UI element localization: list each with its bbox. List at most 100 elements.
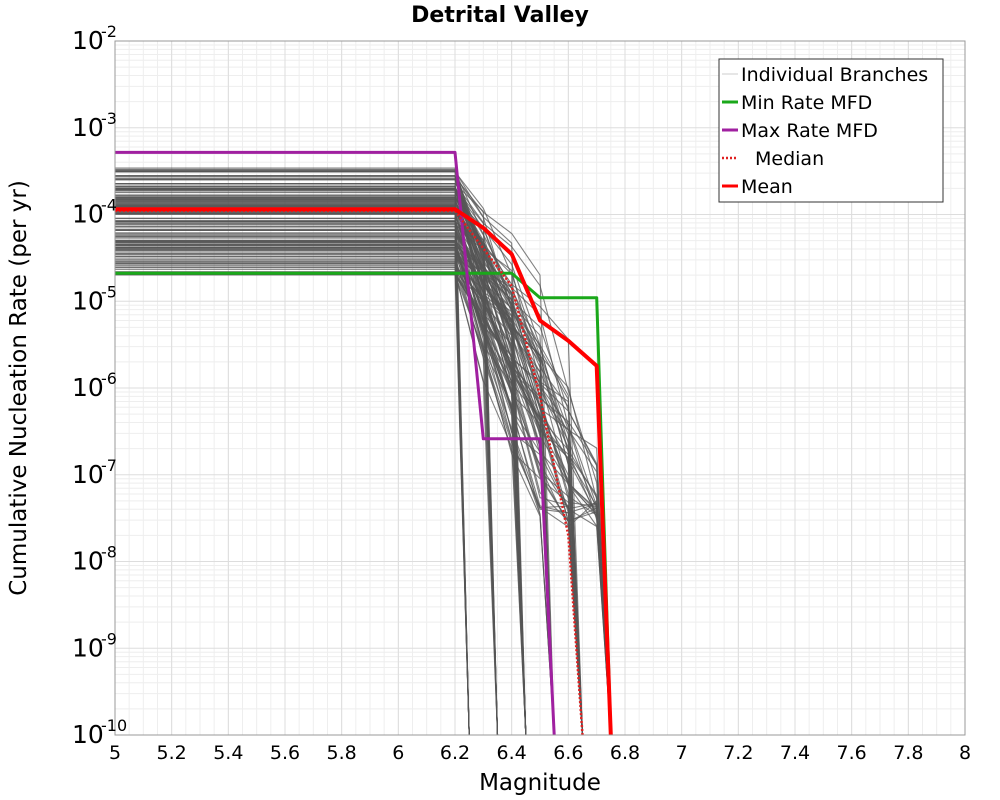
legend-label: Individual Branches (741, 64, 928, 86)
y-tick-label: 10-6 (72, 369, 117, 402)
y-tick-exponent: -4 (101, 196, 117, 215)
branch-line (115, 188, 499, 736)
y-tick-base: 10 (72, 633, 104, 662)
y-tick-label: 10-9 (72, 629, 117, 662)
branch-line (115, 240, 527, 736)
x-tick-label: 5.4 (213, 742, 243, 764)
y-tick-exponent: -10 (101, 716, 127, 735)
y-tick-exponent: -8 (101, 543, 117, 562)
series-max-rate-mfd (115, 150, 556, 736)
branch-line (115, 187, 499, 736)
branch-line (115, 273, 527, 736)
x-tick-label: 5 (109, 742, 121, 764)
series-mean (115, 207, 613, 736)
y-tick-exponent: -7 (101, 456, 117, 475)
y-tick-base: 10 (72, 547, 104, 576)
legend-label: Median (755, 148, 824, 170)
x-tick-label: 7.8 (893, 742, 923, 764)
y-tick-exponent: -3 (101, 109, 117, 128)
branch-line (115, 249, 612, 736)
branch-line (115, 198, 612, 736)
x-tick-label: 5.8 (327, 742, 357, 764)
y-tick-label: 10-5 (72, 282, 117, 315)
branch-line (115, 236, 612, 736)
y-tick-label: 10-4 (72, 196, 117, 229)
x-tick-label: 8 (959, 742, 971, 764)
x-tick-label: 6.6 (553, 742, 583, 764)
legend-label: Mean (741, 176, 793, 198)
x-tick-label: 6.2 (440, 742, 470, 764)
branch-line (115, 273, 527, 736)
y-tick-label: 10-3 (72, 109, 117, 142)
branch-line (115, 262, 499, 736)
branch-line (115, 204, 612, 736)
chart-title: Detrital Valley (411, 3, 589, 28)
branch-line (115, 206, 612, 736)
y-tick-exponent: -2 (101, 22, 117, 41)
branch-line (115, 244, 555, 736)
branch-line (115, 260, 470, 736)
y-tick-base: 10 (72, 200, 104, 229)
y-tick-label: 10-7 (72, 456, 117, 489)
legend: Individual Branches Min Rate MFD Max Rate … (718, 58, 944, 203)
y-tick-label: 10-8 (72, 543, 117, 576)
x-tick-label: 7.2 (723, 742, 753, 764)
y-tick-base: 10 (72, 113, 104, 142)
branch-line (115, 246, 527, 736)
branch-line (115, 175, 612, 736)
y-axis-label: Cumulative Nucleation Rate (per yr) (6, 180, 32, 596)
branch-line (115, 271, 527, 736)
branch-line (115, 201, 470, 736)
y-tick-label: 10-2 (72, 22, 117, 55)
branch-line (115, 241, 527, 736)
branch-line (115, 218, 470, 736)
branch-line (115, 226, 527, 736)
branch-line (115, 235, 470, 736)
branch-line (115, 208, 612, 736)
branch-line (115, 259, 527, 736)
x-tick-label: 7 (676, 742, 688, 764)
y-tick-base: 10 (72, 26, 104, 55)
branch-line (115, 196, 499, 736)
legend-label: Min Rate MFD (741, 92, 872, 114)
y-tick-exponent: -9 (101, 629, 117, 648)
x-tick-label: 5.2 (157, 742, 187, 764)
branch-line (115, 203, 470, 736)
branch-line (115, 202, 499, 736)
branch-line (115, 271, 499, 736)
x-tick-label: 6.8 (610, 742, 640, 764)
branch-line (115, 235, 527, 736)
branch-line (115, 201, 499, 736)
branch-line (115, 272, 527, 736)
y-tick-base: 10 (72, 373, 104, 402)
x-tick-label: 5.6 (270, 742, 300, 764)
branch-line (115, 228, 527, 736)
legend-label: Max Rate MFD (741, 120, 878, 142)
branch-line (115, 203, 470, 736)
y-tick-base: 10 (72, 460, 104, 489)
x-axis-label: Magnitude (479, 770, 601, 796)
individual-branches (115, 167, 612, 736)
y-tick-base: 10 (72, 720, 104, 749)
y-tick-exponent: -5 (101, 282, 117, 301)
branch-line (115, 176, 555, 736)
x-tick-label: 7.6 (837, 742, 867, 764)
branch-line (115, 200, 499, 736)
branch-line (115, 183, 499, 736)
x-tick-label: 7.4 (780, 742, 810, 764)
y-tick-label: 10-10 (72, 716, 127, 749)
legend-box (718, 58, 944, 203)
series-lines (115, 150, 613, 736)
branch-line (115, 237, 499, 736)
branch-line (115, 188, 470, 736)
plot-frame (114, 40, 966, 736)
branch-line (115, 274, 470, 736)
x-ticks: 5 5.2 5.4 5.6 5.8 6 6.2 6.4 6.6 6.8 7 7.2 7.4 7.6 7.8 8 (109, 742, 971, 764)
x-tick-label: 6.4 (497, 742, 527, 764)
branch-line (115, 250, 470, 736)
branch-line (115, 254, 527, 736)
branch-line (115, 261, 470, 736)
x-tick-label: 6 (392, 742, 404, 764)
